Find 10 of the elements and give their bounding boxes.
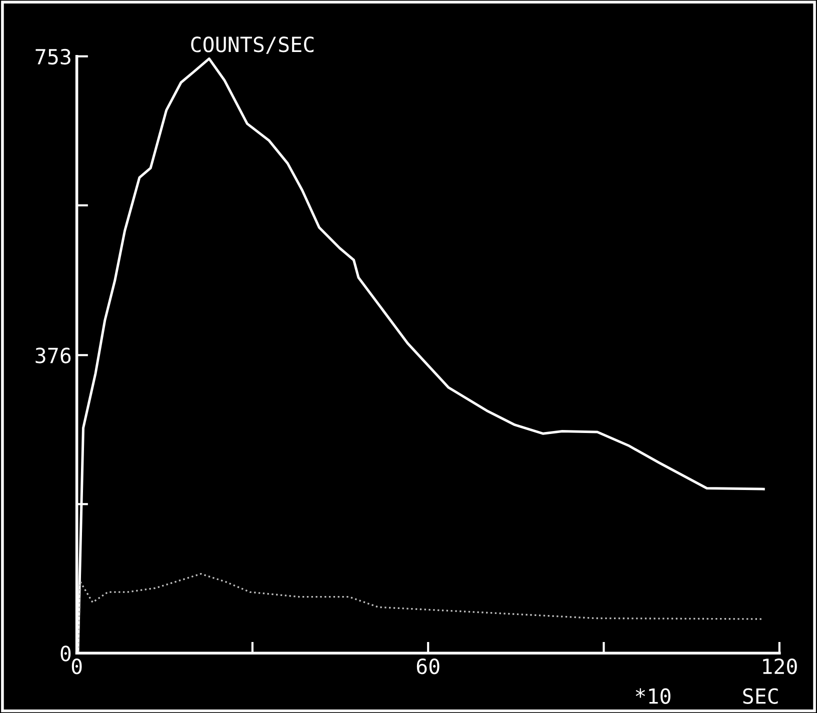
y-tick-label: 0	[60, 646, 71, 662]
x-tick-label: 0	[72, 658, 82, 674]
line-series	[77, 573, 764, 654]
y-tick-label: 376	[36, 348, 71, 364]
chart-title: COUNTS/SEC	[191, 36, 314, 54]
text: *10	[636, 688, 670, 704]
x-axis-title: SEC	[743, 688, 778, 704]
x-tick-label: 120	[763, 658, 797, 674]
y-tick-label: 753	[36, 48, 70, 65]
x-tick-label: 60	[416, 658, 440, 674]
